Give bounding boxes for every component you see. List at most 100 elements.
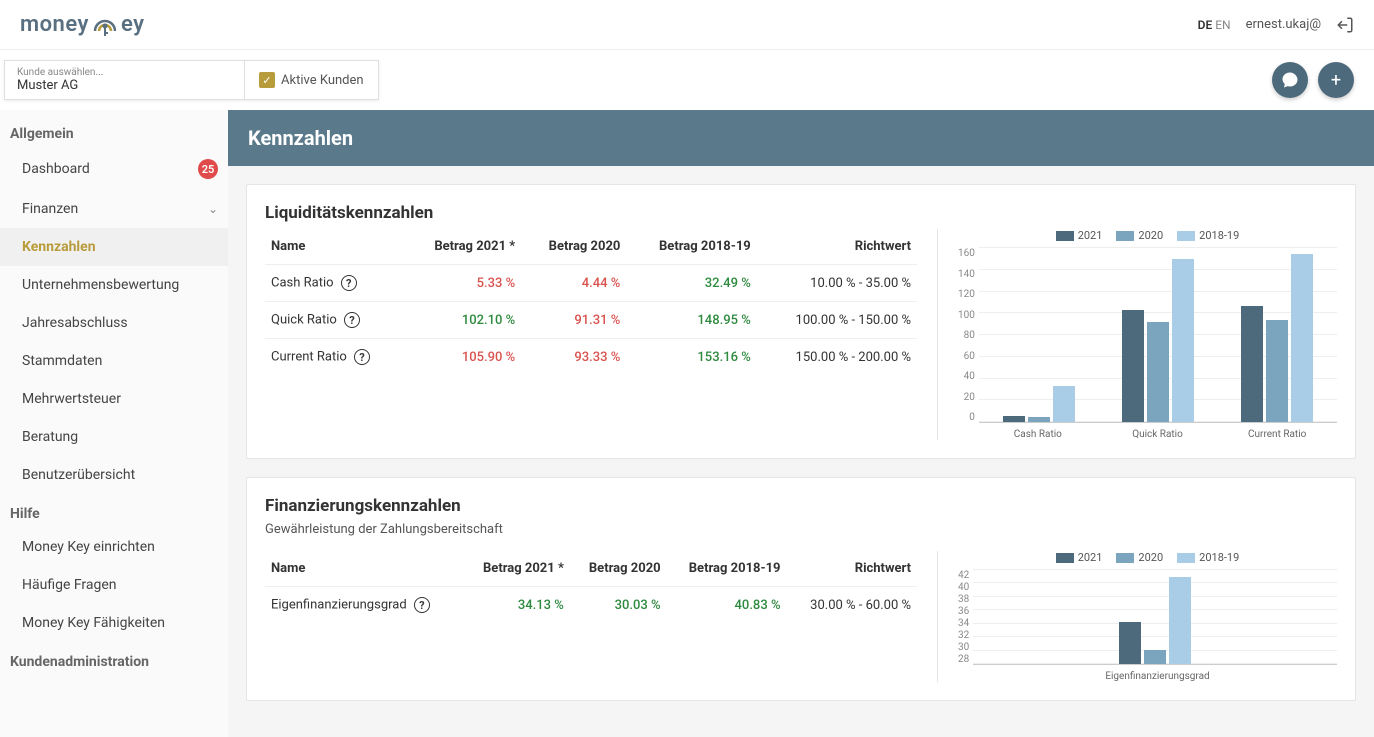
bar [1028, 417, 1050, 422]
table-col-header: Betrag 2020 [570, 551, 667, 587]
bar-group [979, 386, 1098, 422]
y-tick: 60 [958, 351, 975, 362]
active-customers-label: Aktive Kunden [281, 73, 364, 88]
customer-select-label: Kunde auswählen... [17, 67, 232, 78]
y-tick: 34 [958, 618, 969, 629]
metric-value: 40.83 % [667, 587, 787, 624]
sidebar-item[interactable]: Beratung [0, 418, 228, 456]
chart-plot [979, 248, 1337, 423]
liquidity-chart: 202120202018-19160140120100806040200Cash… [937, 229, 1337, 440]
legend-item: 2020 [1116, 229, 1163, 242]
customer-select: Kunde auswählen... Muster AG ✓ Aktive Ku… [4, 60, 379, 100]
sidebar-item[interactable]: Benutzerübersicht [0, 456, 228, 494]
financing-card: Finanzierungskennzahlen Gewährleistung d… [246, 477, 1356, 701]
sidebar-item-label: Money Key einrichten [22, 539, 155, 555]
metric-name: Cash Ratio ? [265, 265, 405, 302]
sidebar-section-title: Kundenadministration [0, 642, 228, 676]
y-tick: 42 [958, 570, 969, 581]
table-col-header: Betrag 2018-19 [667, 551, 787, 587]
metric-reference: 100.00 % - 150.00 % [757, 302, 917, 339]
sidebar-item[interactable]: Häufige Fragen [0, 566, 228, 604]
help-icon[interactable]: ? [354, 349, 370, 365]
bar [1169, 577, 1191, 664]
sidebar-item-label: Finanzen [22, 201, 78, 217]
sidebar-item[interactable]: Finanzen⌄ [0, 190, 228, 228]
legend-item: 2018-19 [1177, 551, 1239, 564]
table-col-header: Betrag 2020 [521, 229, 626, 265]
logo-text-left: money [20, 12, 89, 37]
metric-value: 5.33 % [405, 265, 522, 302]
bar [1119, 622, 1141, 664]
chat-button[interactable] [1272, 62, 1308, 98]
logout-icon[interactable] [1336, 16, 1354, 34]
metric-name: Current Ratio ? [265, 339, 405, 376]
x-tick-label: Eigenfinanzierungsgrad [978, 671, 1337, 682]
table-row: Eigenfinanzierungsgrad ?34.13 %30.03 %40… [265, 587, 917, 624]
active-customers-toggle[interactable]: ✓ Aktive Kunden [245, 72, 378, 88]
help-icon[interactable]: ? [414, 597, 430, 613]
sidebar-item[interactable]: Stammdaten [0, 342, 228, 380]
sidebar-section-title: Hilfe [0, 494, 228, 528]
y-tick: 30 [958, 642, 969, 653]
bar [1147, 322, 1169, 422]
logo[interactable]: money ey [20, 11, 145, 39]
sidebar-item-label: Mehrwertsteuer [22, 391, 121, 407]
sidebar-item-label: Stammdaten [22, 353, 102, 369]
metric-reference: 150.00 % - 200.00 % [757, 339, 917, 376]
table-row: Current Ratio ?105.90 %93.33 %153.16 %15… [265, 339, 917, 376]
legend-item: 2020 [1116, 551, 1163, 564]
metric-value: 93.33 % [521, 339, 626, 376]
legend-item: 2021 [1056, 229, 1103, 242]
table-col-header: Richtwert [757, 229, 917, 265]
sidebar-item-label: Unternehmensbewertung [22, 277, 179, 293]
bar-group [973, 577, 1337, 664]
legend-swatch [1116, 231, 1134, 241]
sidebar-item[interactable]: Money Key einrichten [0, 528, 228, 566]
metric-value: 105.90 % [405, 339, 522, 376]
y-tick: 120 [958, 289, 975, 300]
metric-value: 30.03 % [570, 587, 667, 624]
metric-value: 32.49 % [626, 265, 756, 302]
table-col-header: Name [265, 551, 463, 587]
bar [1291, 254, 1313, 422]
x-tick-label: Current Ratio [1217, 429, 1337, 440]
table-row: Cash Ratio ?5.33 %4.44 %32.49 %10.00 % -… [265, 265, 917, 302]
badge: 25 [198, 159, 218, 179]
user-email[interactable]: ernest.ukaj@ [1246, 17, 1321, 32]
sidebar-item[interactable]: Unternehmensbewertung [0, 266, 228, 304]
help-icon[interactable]: ? [344, 312, 360, 328]
y-tick: 20 [958, 392, 975, 403]
legend-label: 2020 [1138, 551, 1163, 564]
sidebar-item[interactable]: Kennzahlen [0, 228, 228, 266]
y-tick: 28 [958, 654, 969, 665]
y-tick: 100 [958, 310, 975, 321]
bar [1144, 650, 1166, 664]
y-tick: 40 [958, 582, 969, 593]
y-tick: 38 [958, 594, 969, 605]
sidebar-item[interactable]: Dashboard25 [0, 148, 228, 190]
metric-value: 4.44 % [521, 265, 626, 302]
main-content: Kennzahlen Liquiditätskennzahlen NameBet… [228, 110, 1374, 737]
legend-swatch [1177, 231, 1195, 241]
page-title: Kennzahlen [228, 110, 1374, 166]
table-row: Quick Ratio ?102.10 %91.31 %148.95 %100.… [265, 302, 917, 339]
sidebar-item[interactable]: Jahresabschluss [0, 304, 228, 342]
liquidity-table: NameBetrag 2021 *Betrag 2020Betrag 2018-… [265, 229, 917, 440]
logo-icon [91, 11, 119, 39]
y-tick: 36 [958, 606, 969, 617]
y-tick: 140 [958, 269, 975, 280]
y-tick: 80 [958, 330, 975, 341]
customer-dropdown[interactable]: Kunde auswählen... Muster AG [5, 61, 245, 99]
sidebar-section-title: Allgemein [0, 114, 228, 148]
help-icon[interactable]: ? [341, 275, 357, 291]
add-button[interactable]: + [1318, 62, 1354, 98]
sidebar-item[interactable]: Money Key Fähigkeiten [0, 604, 228, 642]
subheader: Kunde auswählen... Muster AG ✓ Aktive Ku… [0, 50, 1374, 110]
sidebar-item[interactable]: Mehrwertsteuer [0, 380, 228, 418]
legend-label: 2021 [1078, 229, 1103, 242]
language-switch[interactable]: DE EN [1198, 18, 1231, 32]
bar [1122, 310, 1144, 422]
y-tick: 40 [958, 371, 975, 382]
bar-group [1098, 259, 1217, 422]
metric-value: 102.10 % [405, 302, 522, 339]
